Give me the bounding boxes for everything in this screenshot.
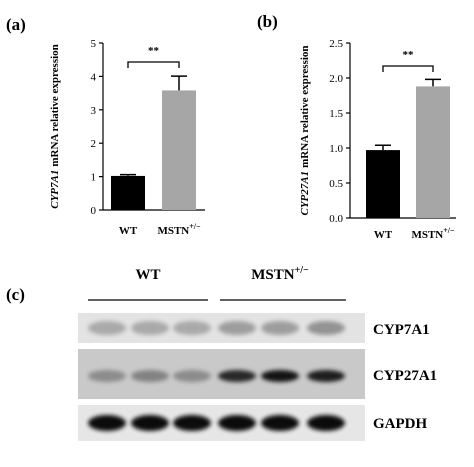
significance-label: ** (148, 45, 160, 57)
error-bar (120, 173, 136, 176)
y-label-gene: CYP7A1 (49, 170, 61, 209)
group-name: MSTN (251, 267, 295, 283)
y-label-gene: CYP27A1 (299, 171, 311, 216)
significance-bracket (127, 61, 180, 68)
blot-band (173, 321, 211, 335)
blot-band (307, 321, 345, 335)
y-tick-label: 1.0 (329, 143, 343, 155)
row-label: GAPDH (373, 416, 427, 432)
blot-image (78, 313, 365, 441)
blot-band (261, 321, 299, 335)
blot-band (88, 370, 126, 382)
bar (416, 86, 450, 219)
x-tick-label: MSTN+/− (157, 222, 201, 237)
panel-label: (a) (6, 15, 26, 34)
row-label: CYP7A1 (373, 322, 430, 338)
blot-band (131, 321, 169, 335)
blot-band (88, 321, 126, 335)
significance-label: ** (403, 49, 415, 61)
category-name: WT (374, 229, 393, 241)
x-tick-label: WT (374, 229, 393, 241)
error-bar (425, 78, 441, 87)
y-tick-label: 0.5 (329, 178, 343, 190)
y-tick-label: 1.5 (329, 108, 343, 120)
category-name: MSTN (411, 229, 443, 241)
blot-band (131, 370, 169, 382)
blot-band (131, 415, 169, 431)
blot-band (218, 370, 256, 382)
y-axis-label: CYP27A1 mRNA relative expression (299, 45, 311, 215)
group-label: WT (135, 267, 160, 283)
group-superscript: +/− (295, 265, 309, 276)
bar (162, 90, 196, 210)
category-name: WT (119, 225, 138, 237)
y-tick-label: 3 (91, 105, 97, 117)
panel-label: (c) (6, 285, 25, 304)
significance-bracket (382, 65, 434, 72)
blot-band (261, 415, 299, 431)
y-tick-label: 1 (91, 172, 97, 184)
blot-band (173, 415, 211, 431)
group-label: MSTN+/− (251, 265, 309, 283)
category-name: MSTN (157, 225, 189, 237)
bar (366, 150, 400, 218)
x-tick-label: WT (119, 225, 138, 237)
bar (111, 175, 145, 210)
x-tick-label: MSTN+/− (411, 226, 455, 241)
category-superscript: +/− (189, 222, 201, 231)
blot-band (173, 370, 211, 382)
blot-band (88, 415, 126, 431)
y-tick-label: 5 (91, 38, 97, 50)
error-bar (375, 144, 391, 151)
blot-band (307, 415, 345, 431)
y-label-text: mRNA relative expression (49, 44, 61, 166)
blot-band (261, 370, 299, 382)
blot-band (218, 321, 256, 335)
panel-label: (b) (257, 12, 278, 31)
y-tick-label: 2.0 (329, 73, 343, 85)
y-tick-label: 2.5 (329, 38, 343, 50)
y-axis-label: CYP7A1 mRNA relative expression (49, 44, 61, 209)
blot-band (218, 415, 256, 431)
y-tick-label: 0.0 (329, 213, 343, 225)
y-tick-label: 0 (91, 205, 97, 217)
row-label: CYP27A1 (373, 368, 437, 384)
y-tick-label: 4 (91, 71, 97, 83)
y-tick-label: 2 (91, 138, 97, 150)
y-label-text: mRNA relative expression (299, 45, 311, 167)
error-bar (171, 75, 187, 91)
category-superscript: +/− (443, 226, 455, 235)
blot-band (307, 370, 345, 382)
